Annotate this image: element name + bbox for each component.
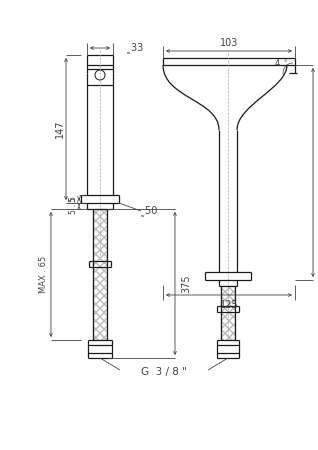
Text: ̰50: ̰50 bbox=[145, 206, 157, 216]
Text: 375: 375 bbox=[181, 274, 191, 293]
Text: 5: 5 bbox=[68, 197, 78, 202]
Text: ̰33: ̰33 bbox=[131, 43, 143, 54]
Text: G  3 / 8 ": G 3 / 8 " bbox=[141, 367, 187, 377]
Text: °: ° bbox=[283, 60, 287, 66]
Text: 103: 103 bbox=[220, 38, 238, 48]
Bar bbox=[93, 209, 107, 340]
Text: 147: 147 bbox=[55, 120, 65, 138]
Text: 125: 125 bbox=[220, 300, 238, 310]
Text: 5 . 5: 5 . 5 bbox=[68, 198, 78, 215]
Text: MAX . 65: MAX . 65 bbox=[39, 256, 49, 293]
Bar bbox=[221, 286, 235, 340]
Text: 4: 4 bbox=[274, 58, 280, 68]
